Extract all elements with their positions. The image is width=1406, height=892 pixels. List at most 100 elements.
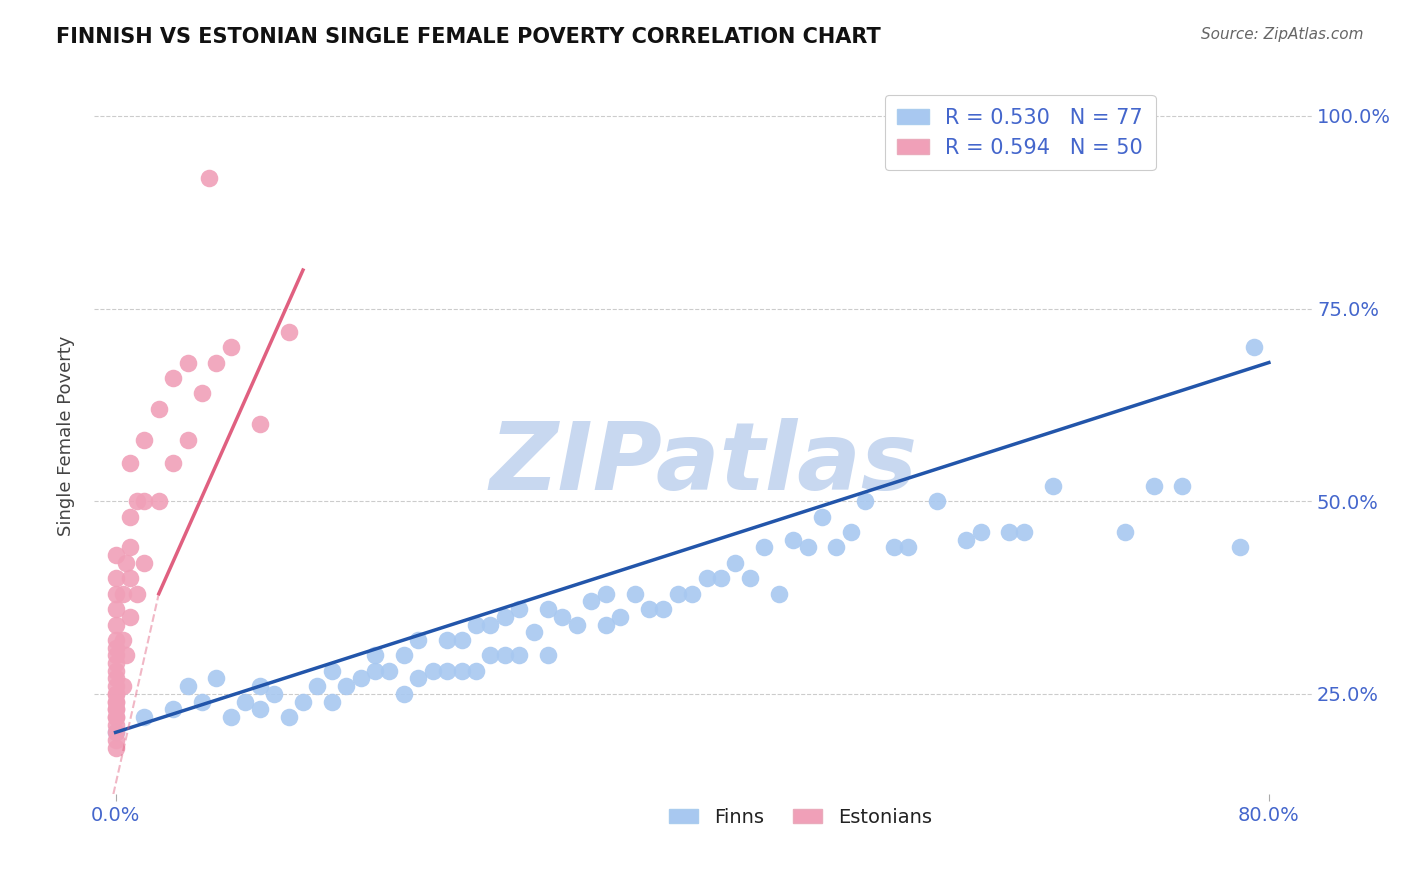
Point bbox=[927, 494, 949, 508]
Point bbox=[277, 710, 299, 724]
Point bbox=[955, 533, 977, 547]
Point bbox=[508, 648, 530, 663]
Point bbox=[782, 533, 804, 547]
Point bbox=[148, 401, 170, 416]
Point bbox=[1114, 524, 1136, 539]
Point bbox=[696, 571, 718, 585]
Point bbox=[1114, 147, 1136, 161]
Point bbox=[104, 687, 127, 701]
Point bbox=[134, 494, 156, 508]
Point bbox=[104, 648, 127, 663]
Point bbox=[479, 648, 502, 663]
Point bbox=[104, 617, 127, 632]
Point bbox=[853, 494, 876, 508]
Point bbox=[134, 433, 156, 447]
Point bbox=[104, 725, 127, 739]
Point bbox=[104, 695, 127, 709]
Point bbox=[609, 610, 631, 624]
Point bbox=[825, 541, 848, 555]
Point bbox=[1171, 479, 1194, 493]
Point bbox=[104, 687, 127, 701]
Point bbox=[392, 687, 415, 701]
Point bbox=[104, 632, 127, 647]
Point bbox=[450, 632, 472, 647]
Point bbox=[191, 386, 214, 401]
Point bbox=[724, 556, 747, 570]
Point bbox=[321, 695, 343, 709]
Point bbox=[321, 664, 343, 678]
Point bbox=[349, 672, 371, 686]
Point bbox=[581, 594, 603, 608]
Text: Source: ZipAtlas.com: Source: ZipAtlas.com bbox=[1201, 27, 1364, 42]
Point bbox=[219, 340, 242, 354]
Point bbox=[364, 664, 387, 678]
Point bbox=[134, 556, 156, 570]
Point bbox=[114, 556, 136, 570]
Point bbox=[392, 648, 415, 663]
Point bbox=[191, 695, 214, 709]
Point bbox=[897, 541, 920, 555]
Point bbox=[479, 617, 502, 632]
Point bbox=[249, 417, 271, 432]
Point bbox=[408, 632, 430, 647]
Legend: Finns, Estonians: Finns, Estonians bbox=[661, 800, 939, 835]
Point bbox=[450, 664, 472, 678]
Point bbox=[666, 587, 689, 601]
Point bbox=[1042, 479, 1064, 493]
Point bbox=[134, 710, 156, 724]
Point bbox=[118, 509, 141, 524]
Point bbox=[104, 640, 127, 655]
Y-axis label: Single Female Poverty: Single Female Poverty bbox=[58, 335, 75, 536]
Point bbox=[104, 571, 127, 585]
Point bbox=[104, 548, 127, 562]
Point bbox=[710, 571, 733, 585]
Point bbox=[104, 679, 127, 693]
Point bbox=[219, 710, 242, 724]
Point bbox=[436, 632, 458, 647]
Point bbox=[104, 587, 127, 601]
Point bbox=[595, 587, 617, 601]
Point bbox=[162, 702, 184, 716]
Point bbox=[754, 541, 776, 555]
Point bbox=[104, 602, 127, 616]
Point bbox=[118, 610, 141, 624]
Point bbox=[436, 664, 458, 678]
Point bbox=[796, 541, 818, 555]
Point bbox=[118, 541, 141, 555]
Point bbox=[104, 717, 127, 731]
Point bbox=[263, 687, 285, 701]
Point bbox=[233, 695, 256, 709]
Point bbox=[118, 571, 141, 585]
Point bbox=[307, 679, 329, 693]
Point bbox=[537, 602, 560, 616]
Point bbox=[681, 587, 703, 601]
Point bbox=[104, 695, 127, 709]
Point bbox=[104, 656, 127, 670]
Point bbox=[176, 433, 198, 447]
Point bbox=[104, 710, 127, 724]
Point bbox=[364, 648, 387, 663]
Point bbox=[465, 617, 488, 632]
Point bbox=[998, 524, 1021, 539]
Point bbox=[408, 672, 430, 686]
Point bbox=[104, 710, 127, 724]
Point bbox=[768, 587, 790, 601]
Point bbox=[1229, 541, 1251, 555]
Point bbox=[623, 587, 645, 601]
Point bbox=[1243, 340, 1265, 354]
Point bbox=[1142, 479, 1164, 493]
Point bbox=[249, 679, 271, 693]
Point bbox=[465, 664, 488, 678]
Point bbox=[508, 602, 530, 616]
Point bbox=[565, 617, 588, 632]
Point bbox=[127, 494, 149, 508]
Point bbox=[104, 702, 127, 716]
Point bbox=[291, 695, 314, 709]
Point bbox=[969, 524, 991, 539]
Text: FINNISH VS ESTONIAN SINGLE FEMALE POVERTY CORRELATION CHART: FINNISH VS ESTONIAN SINGLE FEMALE POVERT… bbox=[56, 27, 882, 46]
Point bbox=[738, 571, 761, 585]
Point bbox=[104, 725, 127, 739]
Point bbox=[114, 648, 136, 663]
Point bbox=[111, 632, 134, 647]
Point bbox=[104, 733, 127, 747]
